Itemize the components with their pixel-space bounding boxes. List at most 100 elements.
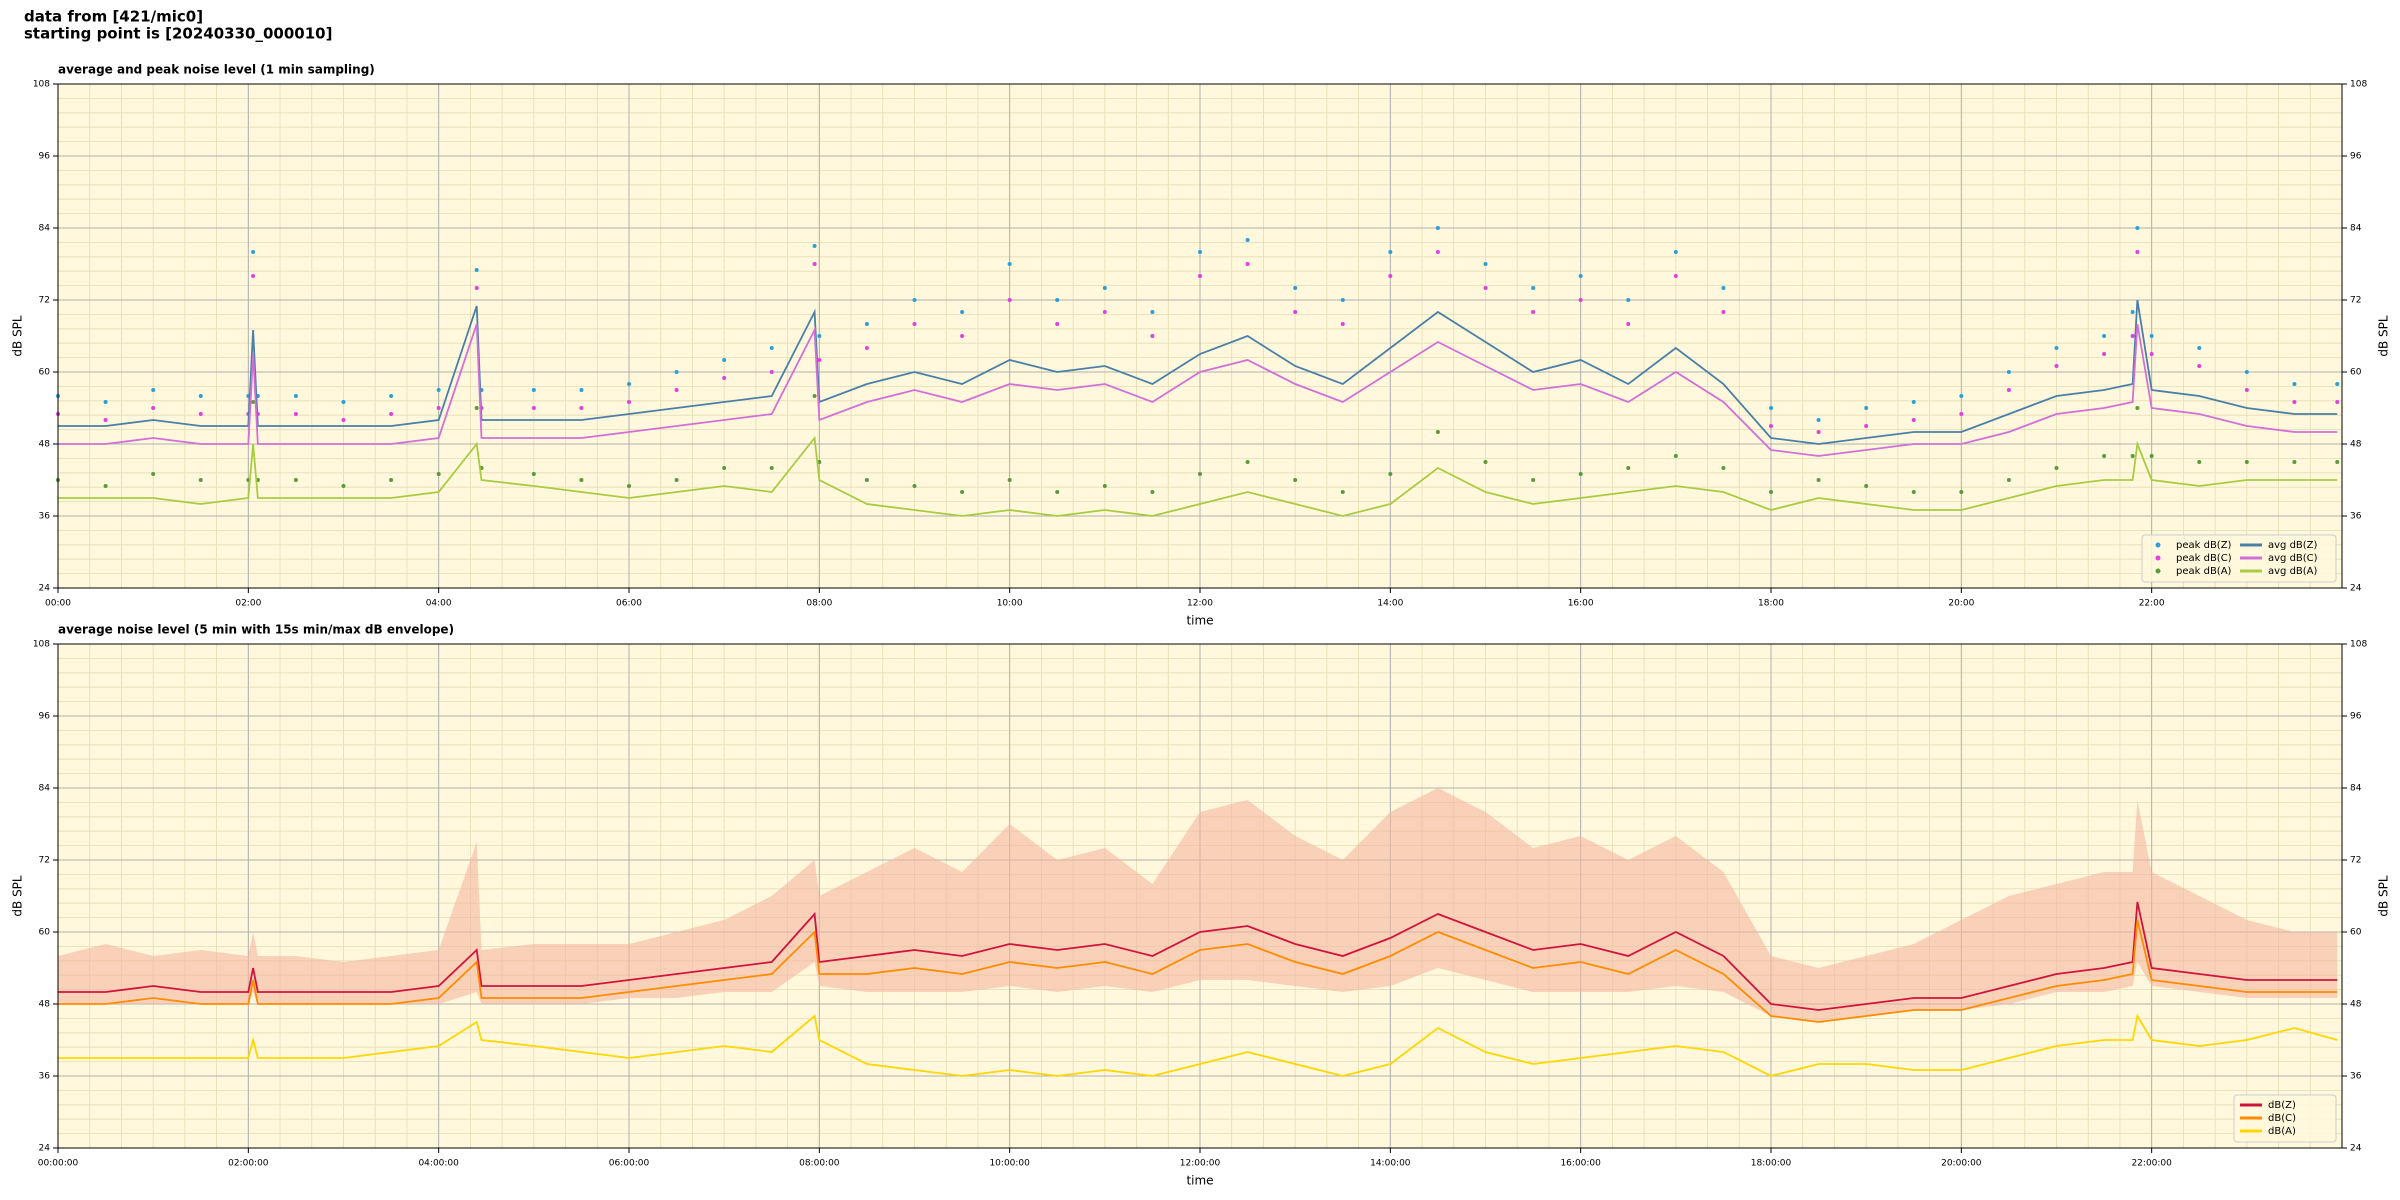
- peak-point: [1531, 310, 1536, 314]
- x-tick-label: 04:00:00: [418, 1159, 459, 1169]
- y2-tick-label: 96: [2350, 712, 2362, 722]
- peak-point: [1816, 418, 1821, 422]
- legend-label: avg dB(A): [2268, 566, 2318, 577]
- peak-point: [1102, 286, 1107, 290]
- peak-point: [531, 406, 536, 410]
- y2-tick-label: 60: [2350, 928, 2362, 938]
- peak-point: [2244, 370, 2249, 374]
- peak-point: [389, 478, 394, 482]
- y-tick-label: 60: [39, 928, 51, 938]
- peak-point: [817, 334, 822, 338]
- peak-point: [1150, 310, 1155, 314]
- y-tick-label: 36: [39, 512, 51, 522]
- peak-point: [1293, 478, 1298, 482]
- header-line: data from [421/mic0]: [24, 8, 203, 26]
- peak-point: [769, 466, 774, 470]
- peak-point: [1293, 286, 1298, 290]
- peak-point: [1198, 472, 1202, 476]
- peak-point: [2197, 460, 2202, 464]
- legend-label: peak dB(C): [2176, 553, 2232, 564]
- peak-point: [103, 400, 108, 404]
- peak-point: [2102, 454, 2107, 458]
- peak-point: [1864, 424, 1869, 428]
- peak-point: [722, 376, 727, 380]
- y2-tick-label: 48: [2350, 440, 2362, 450]
- peak-point: [1340, 298, 1345, 302]
- x-tick-label: 12:00: [1187, 599, 1213, 609]
- x-tick-label: 06:00: [616, 599, 642, 609]
- peak-point: [1435, 430, 1440, 434]
- y-axis-label: dB SPL: [11, 315, 25, 357]
- legend-label: dB(C): [2268, 1113, 2296, 1124]
- peak-point: [1007, 298, 1012, 302]
- y2-tick-label: 84: [2350, 784, 2362, 794]
- peak-point: [912, 484, 917, 488]
- x-tick-label: 10:00: [997, 599, 1023, 609]
- x-tick-label: 16:00: [1568, 599, 1594, 609]
- peak-point: [151, 388, 156, 392]
- peak-point: [674, 388, 679, 392]
- peak-point: [389, 394, 394, 398]
- x-tick-label: 12:00:00: [1180, 1159, 1221, 1169]
- peak-point: [817, 358, 822, 362]
- series-line: [58, 299, 2338, 445]
- peak-point: [1864, 406, 1869, 410]
- peak-point: [960, 310, 965, 314]
- peak-point: [1626, 466, 1631, 470]
- y-tick-label: 84: [39, 784, 51, 794]
- peak-point: [436, 406, 441, 410]
- y2-tick-label: 96: [2350, 152, 2362, 162]
- peak-point: [2135, 226, 2140, 230]
- peak-point: [1578, 298, 1583, 302]
- y2-tick-label: 108: [2350, 640, 2367, 650]
- peak-point: [2197, 364, 2202, 368]
- peak-point: [1769, 490, 1773, 494]
- peak-point: [674, 478, 679, 482]
- peak-point: [2292, 382, 2297, 386]
- peak-point: [627, 400, 631, 404]
- peak-point: [2244, 388, 2249, 392]
- peak-point: [1721, 466, 1726, 470]
- peak-point: [1531, 286, 1536, 290]
- peak-point: [1816, 478, 1821, 482]
- x-tick-label: 02:00: [235, 599, 261, 609]
- y-tick-label: 96: [39, 152, 51, 162]
- peak-point: [341, 418, 346, 422]
- x-tick-label: 08:00:00: [799, 1159, 840, 1169]
- x-tick-label: 18:00:00: [1751, 1159, 1792, 1169]
- peak-point: [864, 322, 869, 326]
- peak-point: [1340, 490, 1345, 494]
- peak-point: [1245, 238, 1250, 242]
- peak-point: [1483, 460, 1488, 464]
- peak-point: [2054, 364, 2059, 368]
- peak-point: [341, 400, 346, 404]
- peak-point: [1007, 478, 1012, 482]
- legend-label: dB(A): [2268, 1126, 2296, 1137]
- y-tick-label: 84: [39, 224, 51, 234]
- peak-point: [1959, 394, 1964, 398]
- peak-point: [1673, 274, 1678, 278]
- peak-point: [2135, 406, 2140, 410]
- peak-point: [251, 274, 256, 278]
- chart-title: average and peak noise level (1 min samp…: [58, 63, 375, 77]
- peak-point: [960, 490, 965, 494]
- x-tick-label: 08:00: [806, 599, 832, 609]
- y-tick-label: 48: [39, 1000, 51, 1010]
- peak-point: [1769, 424, 1773, 428]
- peak-point: [293, 412, 298, 416]
- peak-point: [1721, 310, 1726, 314]
- peak-point: [912, 322, 917, 326]
- peak-point: [2335, 400, 2340, 404]
- x-tick-label: 20:00: [1948, 599, 1974, 609]
- peak-point: [2130, 454, 2135, 458]
- peak-point: [1245, 262, 1250, 266]
- peak-point: [722, 358, 727, 362]
- peak-point: [198, 394, 203, 398]
- legend-label: avg dB(C): [2268, 553, 2318, 564]
- y-tick-label: 24: [39, 584, 51, 594]
- y-tick-label: 48: [39, 440, 51, 450]
- peak-point: [1007, 262, 1012, 266]
- peak-point: [1959, 412, 1964, 416]
- y-tick-label: 72: [39, 856, 50, 866]
- y-tick-label: 24: [39, 1144, 51, 1154]
